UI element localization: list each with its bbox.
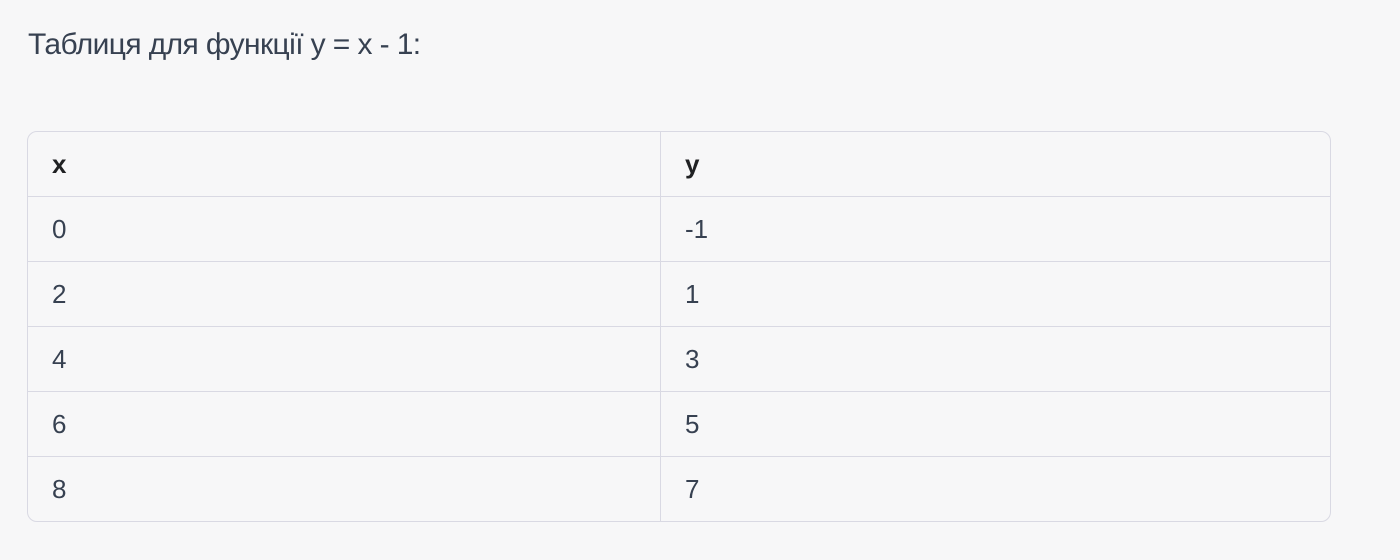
cell-y: 5	[660, 391, 1330, 457]
table-row: 6 5	[28, 391, 1330, 457]
cell-x: 2	[28, 261, 661, 327]
table-row: 4 3	[28, 326, 1330, 392]
cell-y: -1	[660, 196, 1330, 262]
table-header-row: x y	[28, 132, 1330, 197]
table-row: 0 -1	[28, 196, 1330, 262]
cell-y: 7	[685, 473, 700, 504]
cell-y: 1	[660, 261, 1330, 327]
table-caption: Таблиця для функції y = x - 1:	[28, 28, 421, 61]
cell-x: 0	[28, 196, 661, 262]
cell-x: 4	[28, 326, 661, 392]
cell-x: 6	[28, 391, 661, 457]
cell-y: 3	[660, 326, 1330, 392]
header-y: y	[660, 132, 1330, 197]
cell-x: 8	[28, 456, 661, 521]
header-x: x	[28, 132, 661, 197]
table-row: 2 1	[28, 261, 1330, 327]
function-table: x y 0 -1 2 1 4 3 6 5 8 7	[27, 131, 1331, 522]
table-row: 8 7	[28, 456, 1330, 521]
